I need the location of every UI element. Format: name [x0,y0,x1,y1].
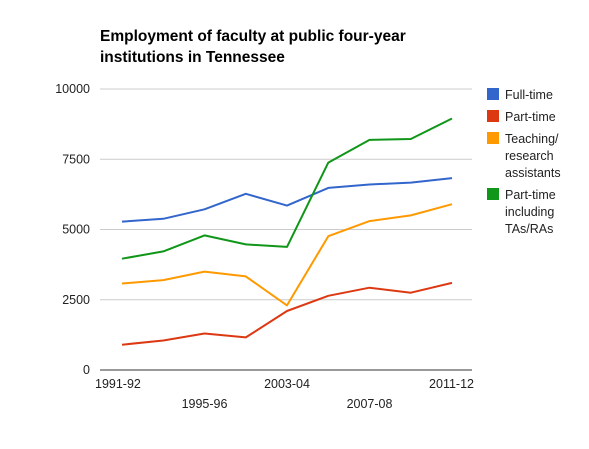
legend-swatch-teaching-research-assistants [487,132,499,144]
legend-swatch-full-time [487,88,499,100]
legend-label-teaching-research-assistants: Teaching/research assistants [505,132,561,180]
y-tick-label: 7500 [62,152,90,166]
x-axis: 1991-92 1995-96 2003-04 2007-08 2011-12 [95,377,474,411]
y-tick-label: 2500 [62,293,90,307]
series-lines [121,117,453,346]
chart-title: Employment of faculty at public four-yea… [100,28,406,66]
y-tick-label: 0 [83,363,90,377]
series-line-teaching-research-assistants [121,203,453,307]
x-tick-label: 2003-04 [264,377,310,391]
y-tick-label: 5000 [62,223,90,237]
legend-swatch-part-time [487,110,499,122]
x-tick-label: 1995-96 [182,397,228,411]
legend-label-full-time: Full-time [505,88,553,102]
x-tick-label: 1991-92 [95,377,141,391]
x-tick-label: 2011-12 [429,377,474,391]
legend-label-part-time-including-tas-ras: Part-time including TAs/RAs [505,188,556,236]
series-line-full-time [121,177,453,223]
y-axis: 0 2500 5000 7500 10000 [55,82,90,377]
series-line-part-time [121,281,453,346]
legend-swatch-part-time-including-tas-ras [487,188,499,200]
legend: Full-time Part-time Teaching/research assis… [487,88,561,236]
x-tick-label: 2007-08 [347,397,393,411]
series-line-part-time-including-tas-ras [121,117,453,260]
y-tick-label: 10000 [55,82,90,96]
gridlines [100,88,472,371]
legend-label-part-time: Part-time [505,110,556,124]
